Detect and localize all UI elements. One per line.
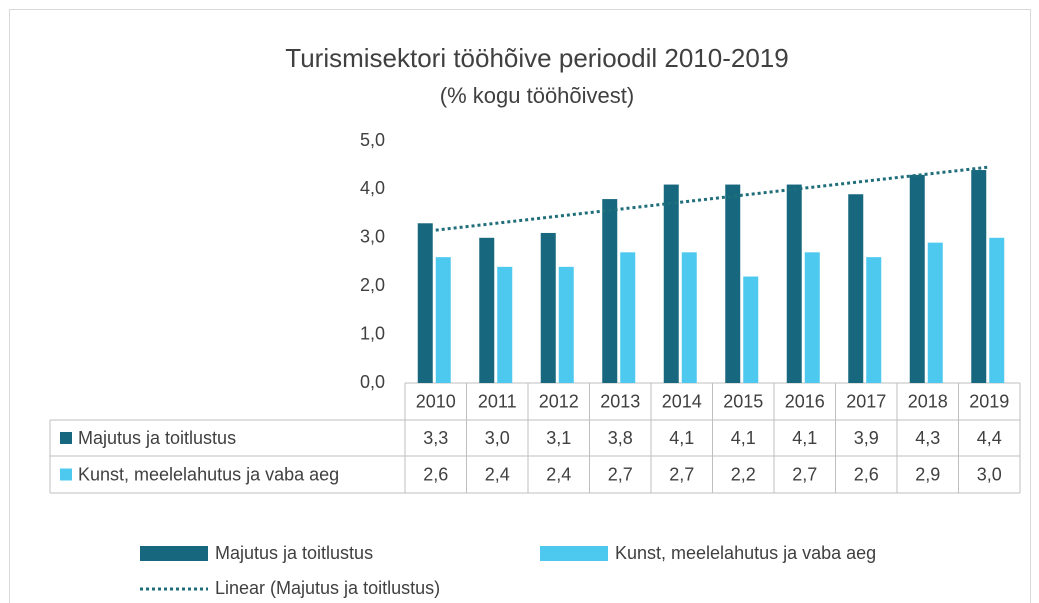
y-tick-label: 4,0	[360, 178, 385, 198]
table-value: 4,1	[669, 428, 694, 448]
bar	[866, 257, 882, 383]
table-series-name: Majutus ja toitlustus	[78, 428, 236, 448]
table-legend-key	[60, 468, 72, 481]
table-value: 3,1	[546, 428, 571, 448]
bar	[558, 266, 574, 383]
legend-label: Linear (Majutus ja toitlustus)	[215, 578, 440, 598]
table-value: 2,2	[731, 464, 756, 484]
table-legend-key	[60, 432, 72, 444]
x-tick-label: 2017	[846, 391, 886, 411]
bar	[681, 252, 697, 383]
y-tick-label: 1,0	[360, 323, 385, 343]
y-tick-label: 2,0	[360, 275, 385, 295]
y-tick-label: 3,0	[360, 227, 385, 247]
bar	[725, 184, 741, 383]
table-value: 2,4	[485, 464, 510, 484]
y-tick-label: 5,0	[360, 130, 385, 150]
table-value: 4,1	[792, 428, 817, 448]
legend-key	[140, 546, 208, 561]
x-tick-label: 2014	[662, 391, 702, 411]
bar	[620, 252, 636, 383]
trendline	[435, 165, 990, 232]
bar	[743, 276, 759, 383]
table-value: 2,4	[546, 464, 571, 484]
legend-label: Kunst, meelelahutus ja vaba aeg	[615, 543, 876, 563]
table-value: 4,1	[731, 428, 756, 448]
x-tick-label: 2010	[416, 391, 456, 411]
table-value: 2,7	[669, 464, 694, 484]
table-value: 2,7	[792, 464, 817, 484]
chart-title: Turismisektori tööhõive perioodil 2010-2…	[285, 43, 788, 73]
table-value: 3,9	[854, 428, 879, 448]
bar	[971, 170, 987, 383]
bar	[927, 242, 943, 383]
x-tick-label: 2018	[908, 391, 948, 411]
bar	[989, 237, 1005, 383]
bar	[848, 194, 864, 383]
table-value: 2,6	[423, 464, 448, 484]
chart-subtitle: (% kogu tööhõivest)	[440, 83, 634, 108]
table-value: 2,7	[608, 464, 633, 484]
bar	[497, 266, 513, 383]
table-series-name: Kunst, meelelahutus ja vaba aeg	[78, 464, 339, 484]
bar	[786, 184, 802, 383]
table-value: 3,3	[423, 428, 448, 448]
bar	[435, 257, 451, 383]
x-tick-label: 2016	[785, 391, 825, 411]
bar	[909, 174, 925, 383]
table-value: 2,9	[915, 464, 940, 484]
x-tick-label: 2015	[723, 391, 763, 411]
table-value: 2,6	[854, 464, 879, 484]
table-value: 4,3	[915, 428, 940, 448]
bar	[663, 184, 679, 383]
legend-label: Majutus ja toitlustus	[215, 543, 373, 563]
y-tick-label: 0,0	[360, 372, 385, 392]
table-value: 3,0	[485, 428, 510, 448]
x-tick-label: 2011	[478, 391, 517, 411]
table-value: 3,8	[608, 428, 633, 448]
x-tick-label: 2012	[539, 391, 579, 411]
bar	[540, 232, 556, 383]
x-tick-label: 2013	[600, 391, 640, 411]
table-value: 3,0	[977, 464, 1002, 484]
table-value: 4,4	[977, 428, 1002, 448]
bar	[417, 223, 433, 383]
bar	[479, 237, 495, 383]
bar	[602, 199, 618, 383]
legend-key	[540, 546, 608, 561]
x-tick-label: 2019	[969, 391, 1009, 411]
bar	[804, 252, 820, 383]
